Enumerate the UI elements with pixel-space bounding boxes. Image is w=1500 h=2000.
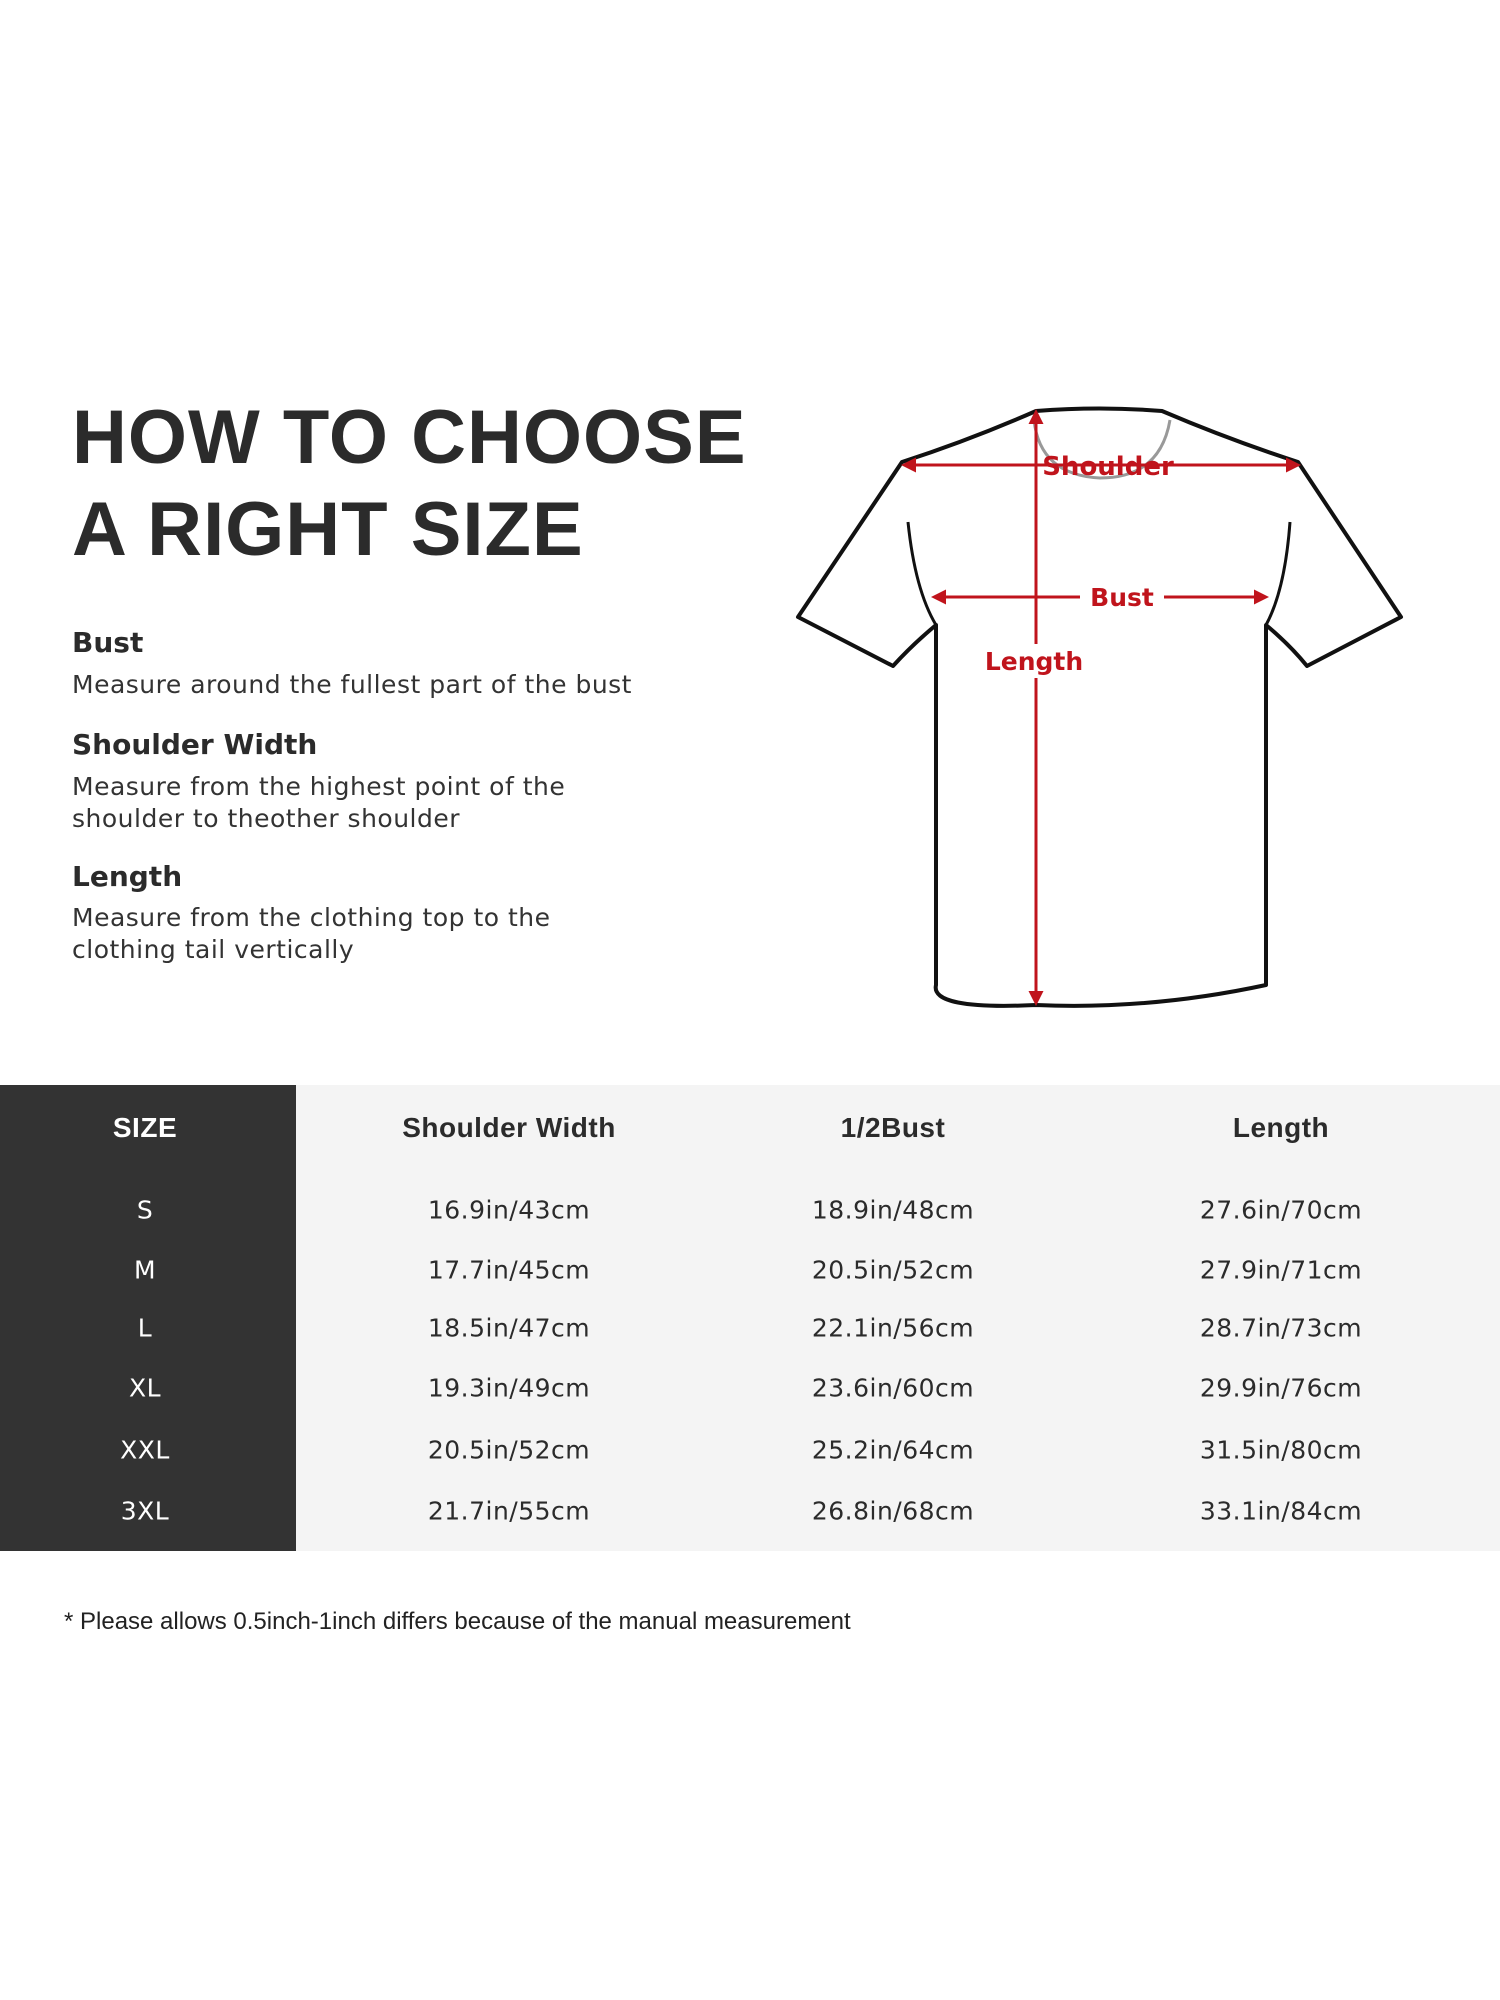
table-cell: 18.9in/48cm xyxy=(811,1195,975,1225)
table-cell: 20.5in/52cm xyxy=(811,1255,975,1285)
table-cell: 18.5in/47cm xyxy=(427,1313,591,1343)
table-header: Shoulder Width xyxy=(402,1112,616,1143)
table-header: Length xyxy=(1232,1112,1330,1143)
size-cell: XXL xyxy=(120,1435,170,1465)
table-cell: 22.1in/56cm xyxy=(811,1313,975,1343)
size-column-background xyxy=(0,1085,296,1551)
guide-heading-length: Length xyxy=(72,860,183,893)
table-cell: 23.6in/60cm xyxy=(811,1373,975,1403)
table-cell: 16.9in/43cm xyxy=(427,1195,591,1225)
footnote: * Please allows 0.5inch-1inch differs be… xyxy=(64,1608,851,1635)
guide-text-length-2: clothing tail vertically xyxy=(72,935,355,964)
page-title: HOW TO CHOOSE A RIGHT SIZE xyxy=(72,392,747,576)
title-line-2: A RIGHT SIZE xyxy=(72,487,584,572)
table-cell: 28.7in/73cm xyxy=(1199,1313,1363,1343)
size-table: SIZE Shoulder Width 1/2Bust Length S 16.9in/4… xyxy=(0,1085,1500,1551)
size-cell: M xyxy=(133,1255,157,1285)
table-cell: 33.1in/84cm xyxy=(1199,1496,1363,1526)
table-cell: 27.9in/71cm xyxy=(1199,1255,1363,1285)
length-label: Length xyxy=(985,647,1083,676)
size-cell: 3XL xyxy=(120,1496,170,1526)
guide-heading-bust: Bust xyxy=(72,626,144,659)
guide-text-bust: Measure around the fullest part of the b… xyxy=(72,670,632,699)
table-cell: 20.5in/52cm xyxy=(427,1435,591,1465)
table-header: SIZE xyxy=(112,1112,178,1143)
guide-heading-shoulder: Shoulder Width xyxy=(72,728,318,761)
tshirt-diagram: Shoulder Bust Length xyxy=(796,406,1403,1008)
shoulder-label: Shoulder xyxy=(1042,452,1174,482)
size-cell: S xyxy=(136,1195,154,1225)
table-cell: 29.9in/76cm xyxy=(1199,1373,1363,1403)
table-cell: 19.3in/49cm xyxy=(427,1373,591,1403)
table-header: 1/2Bust xyxy=(840,1112,946,1143)
guide-text-shoulder-1: Measure from the highest point of the xyxy=(72,772,566,801)
table-cell: 25.2in/64cm xyxy=(811,1435,975,1465)
title-line-1: HOW TO CHOOSE xyxy=(72,395,747,480)
guide-text-shoulder-2: shoulder to theother shoulder xyxy=(72,804,461,833)
table-cell: 26.8in/68cm xyxy=(811,1496,975,1526)
table-cell: 31.5in/80cm xyxy=(1199,1435,1363,1465)
bust-label: Bust xyxy=(1090,583,1154,612)
guide-text-length-1: Measure from the clothing top to the xyxy=(72,903,551,932)
table-cell: 17.7in/45cm xyxy=(427,1255,591,1285)
size-cell: L xyxy=(137,1313,153,1343)
tshirt-outline xyxy=(796,406,1403,1008)
table-cell: 27.6in/70cm xyxy=(1199,1195,1363,1225)
table-cell: 21.7in/55cm xyxy=(427,1496,591,1526)
size-cell: XL xyxy=(128,1373,162,1403)
